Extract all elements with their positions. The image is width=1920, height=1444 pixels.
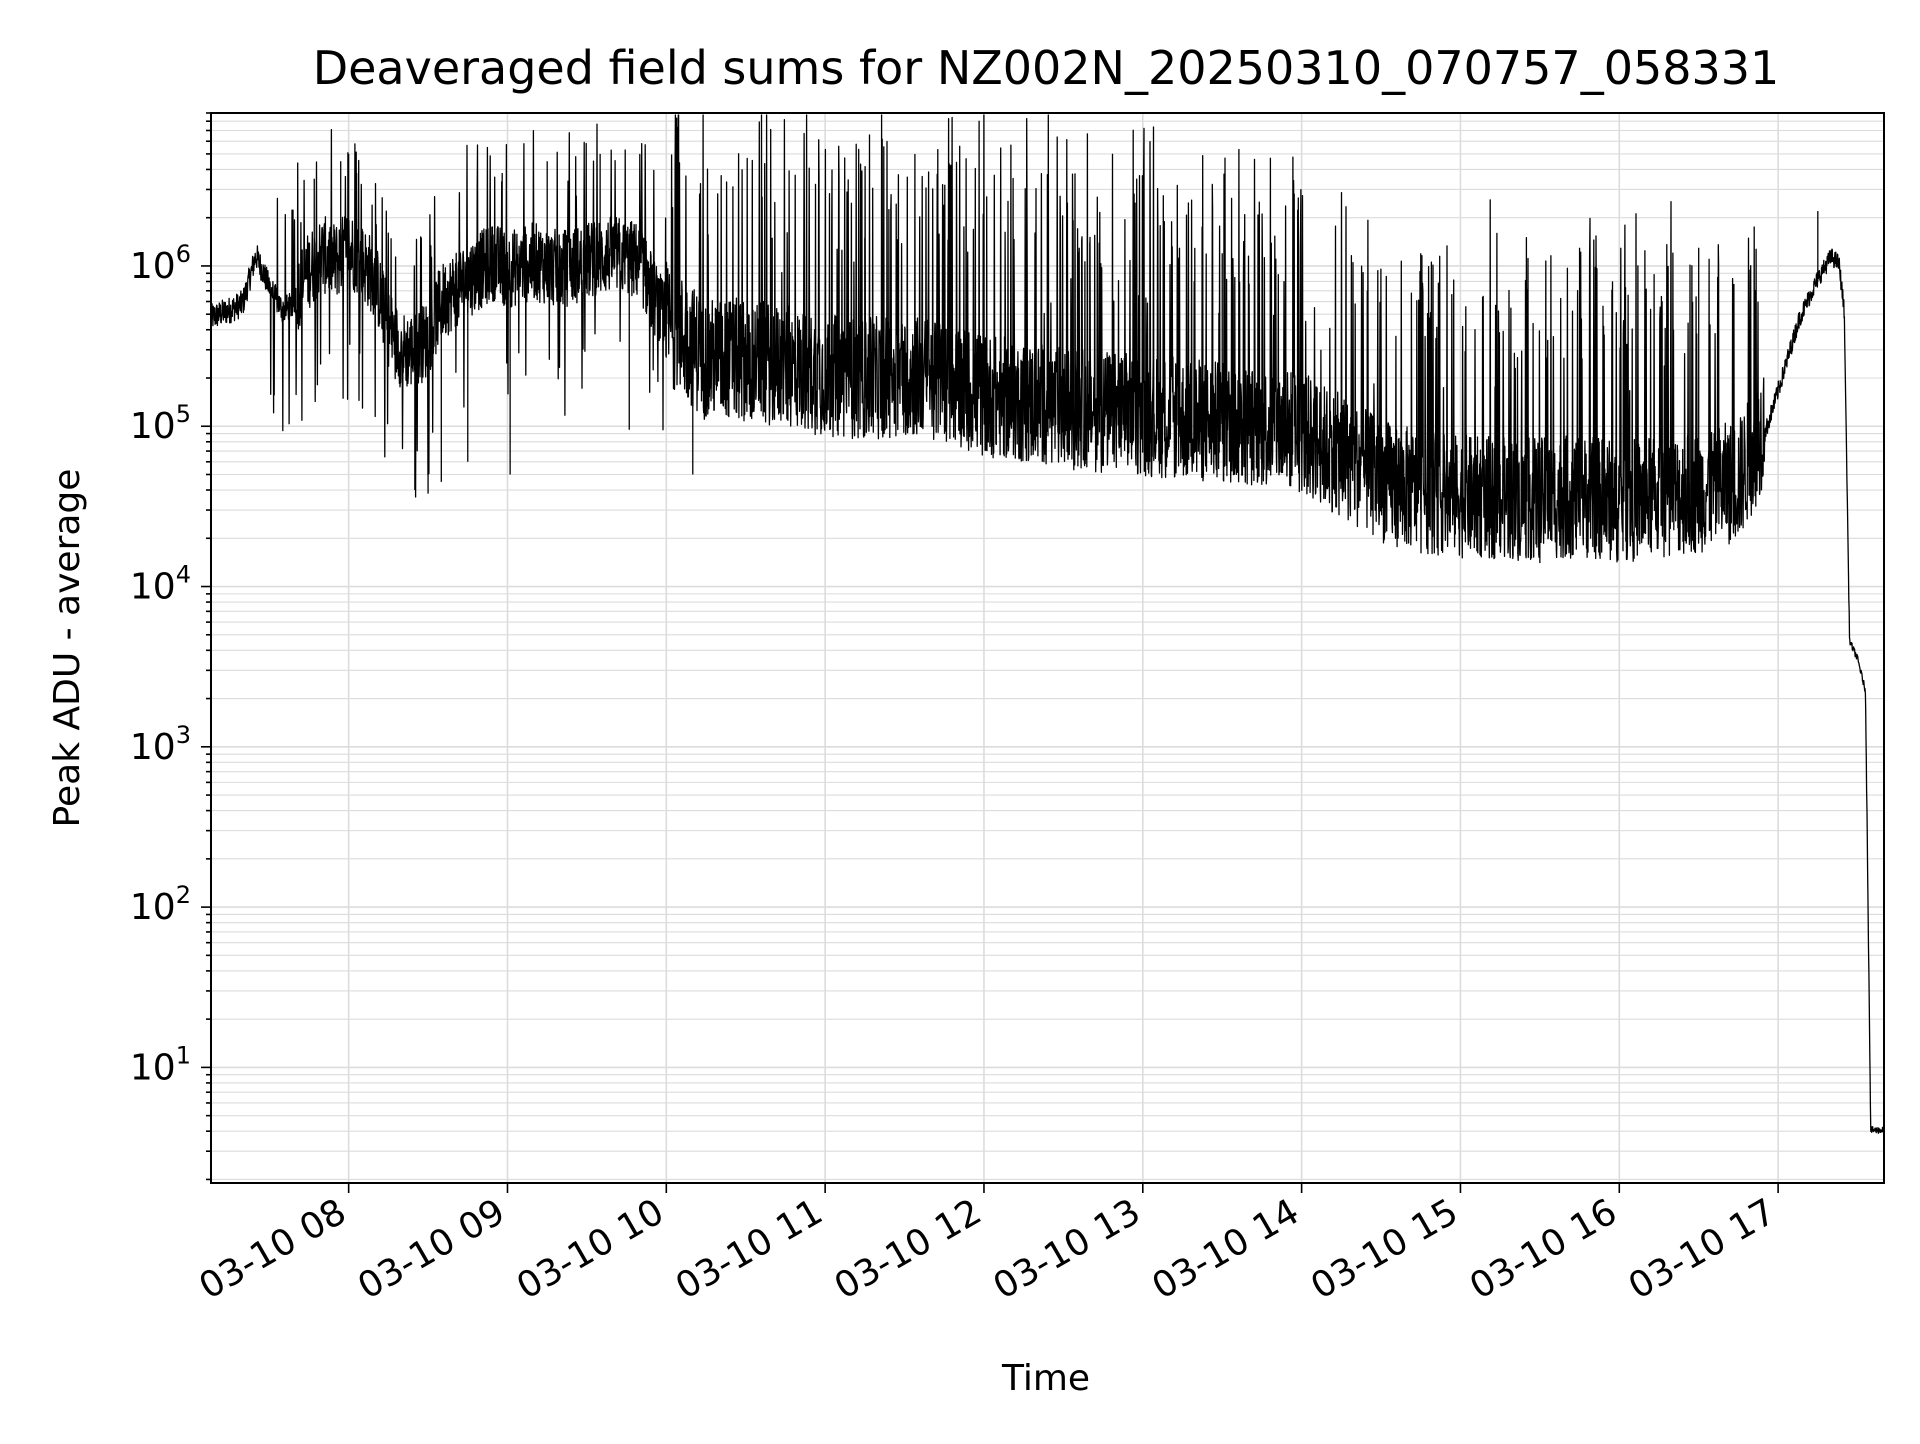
series-layer: [210, 114, 1885, 1134]
grid-layer: [211, 112, 1884, 1183]
y-tick-exponent: 6: [176, 240, 191, 268]
y-tick-label: 106: [130, 240, 191, 287]
y-tick-label: 105: [130, 400, 191, 447]
y-tick-exponent: 5: [176, 400, 191, 428]
plot-frame: [210, 112, 1885, 1184]
chart-title: Deaveraged field sums for NZ002N_2025031…: [313, 41, 1780, 95]
y-tick-base: 10: [130, 727, 176, 768]
y-tick-label: 101: [130, 1041, 191, 1088]
y-axis-label: Peak ADU - average: [47, 469, 88, 828]
y-tick-base: 10: [130, 1047, 176, 1088]
y-tick-label: 102: [130, 881, 191, 928]
y-tick-exponent: 2: [176, 881, 191, 909]
y-tick-exponent: 1: [176, 1041, 191, 1069]
y-tick-exponent: 4: [176, 561, 191, 589]
y-tick-base: 10: [130, 887, 176, 928]
y-tick-base: 10: [130, 567, 176, 608]
y-tick-exponent: 3: [176, 721, 191, 749]
y-tick-base: 10: [130, 406, 176, 447]
y-tick-base: 10: [130, 246, 176, 287]
series-line: [210, 114, 1885, 1134]
y-tick-label: 104: [130, 561, 191, 608]
x-axis-label: Time: [1001, 1358, 1090, 1399]
y-tick-label: 103: [130, 721, 191, 768]
